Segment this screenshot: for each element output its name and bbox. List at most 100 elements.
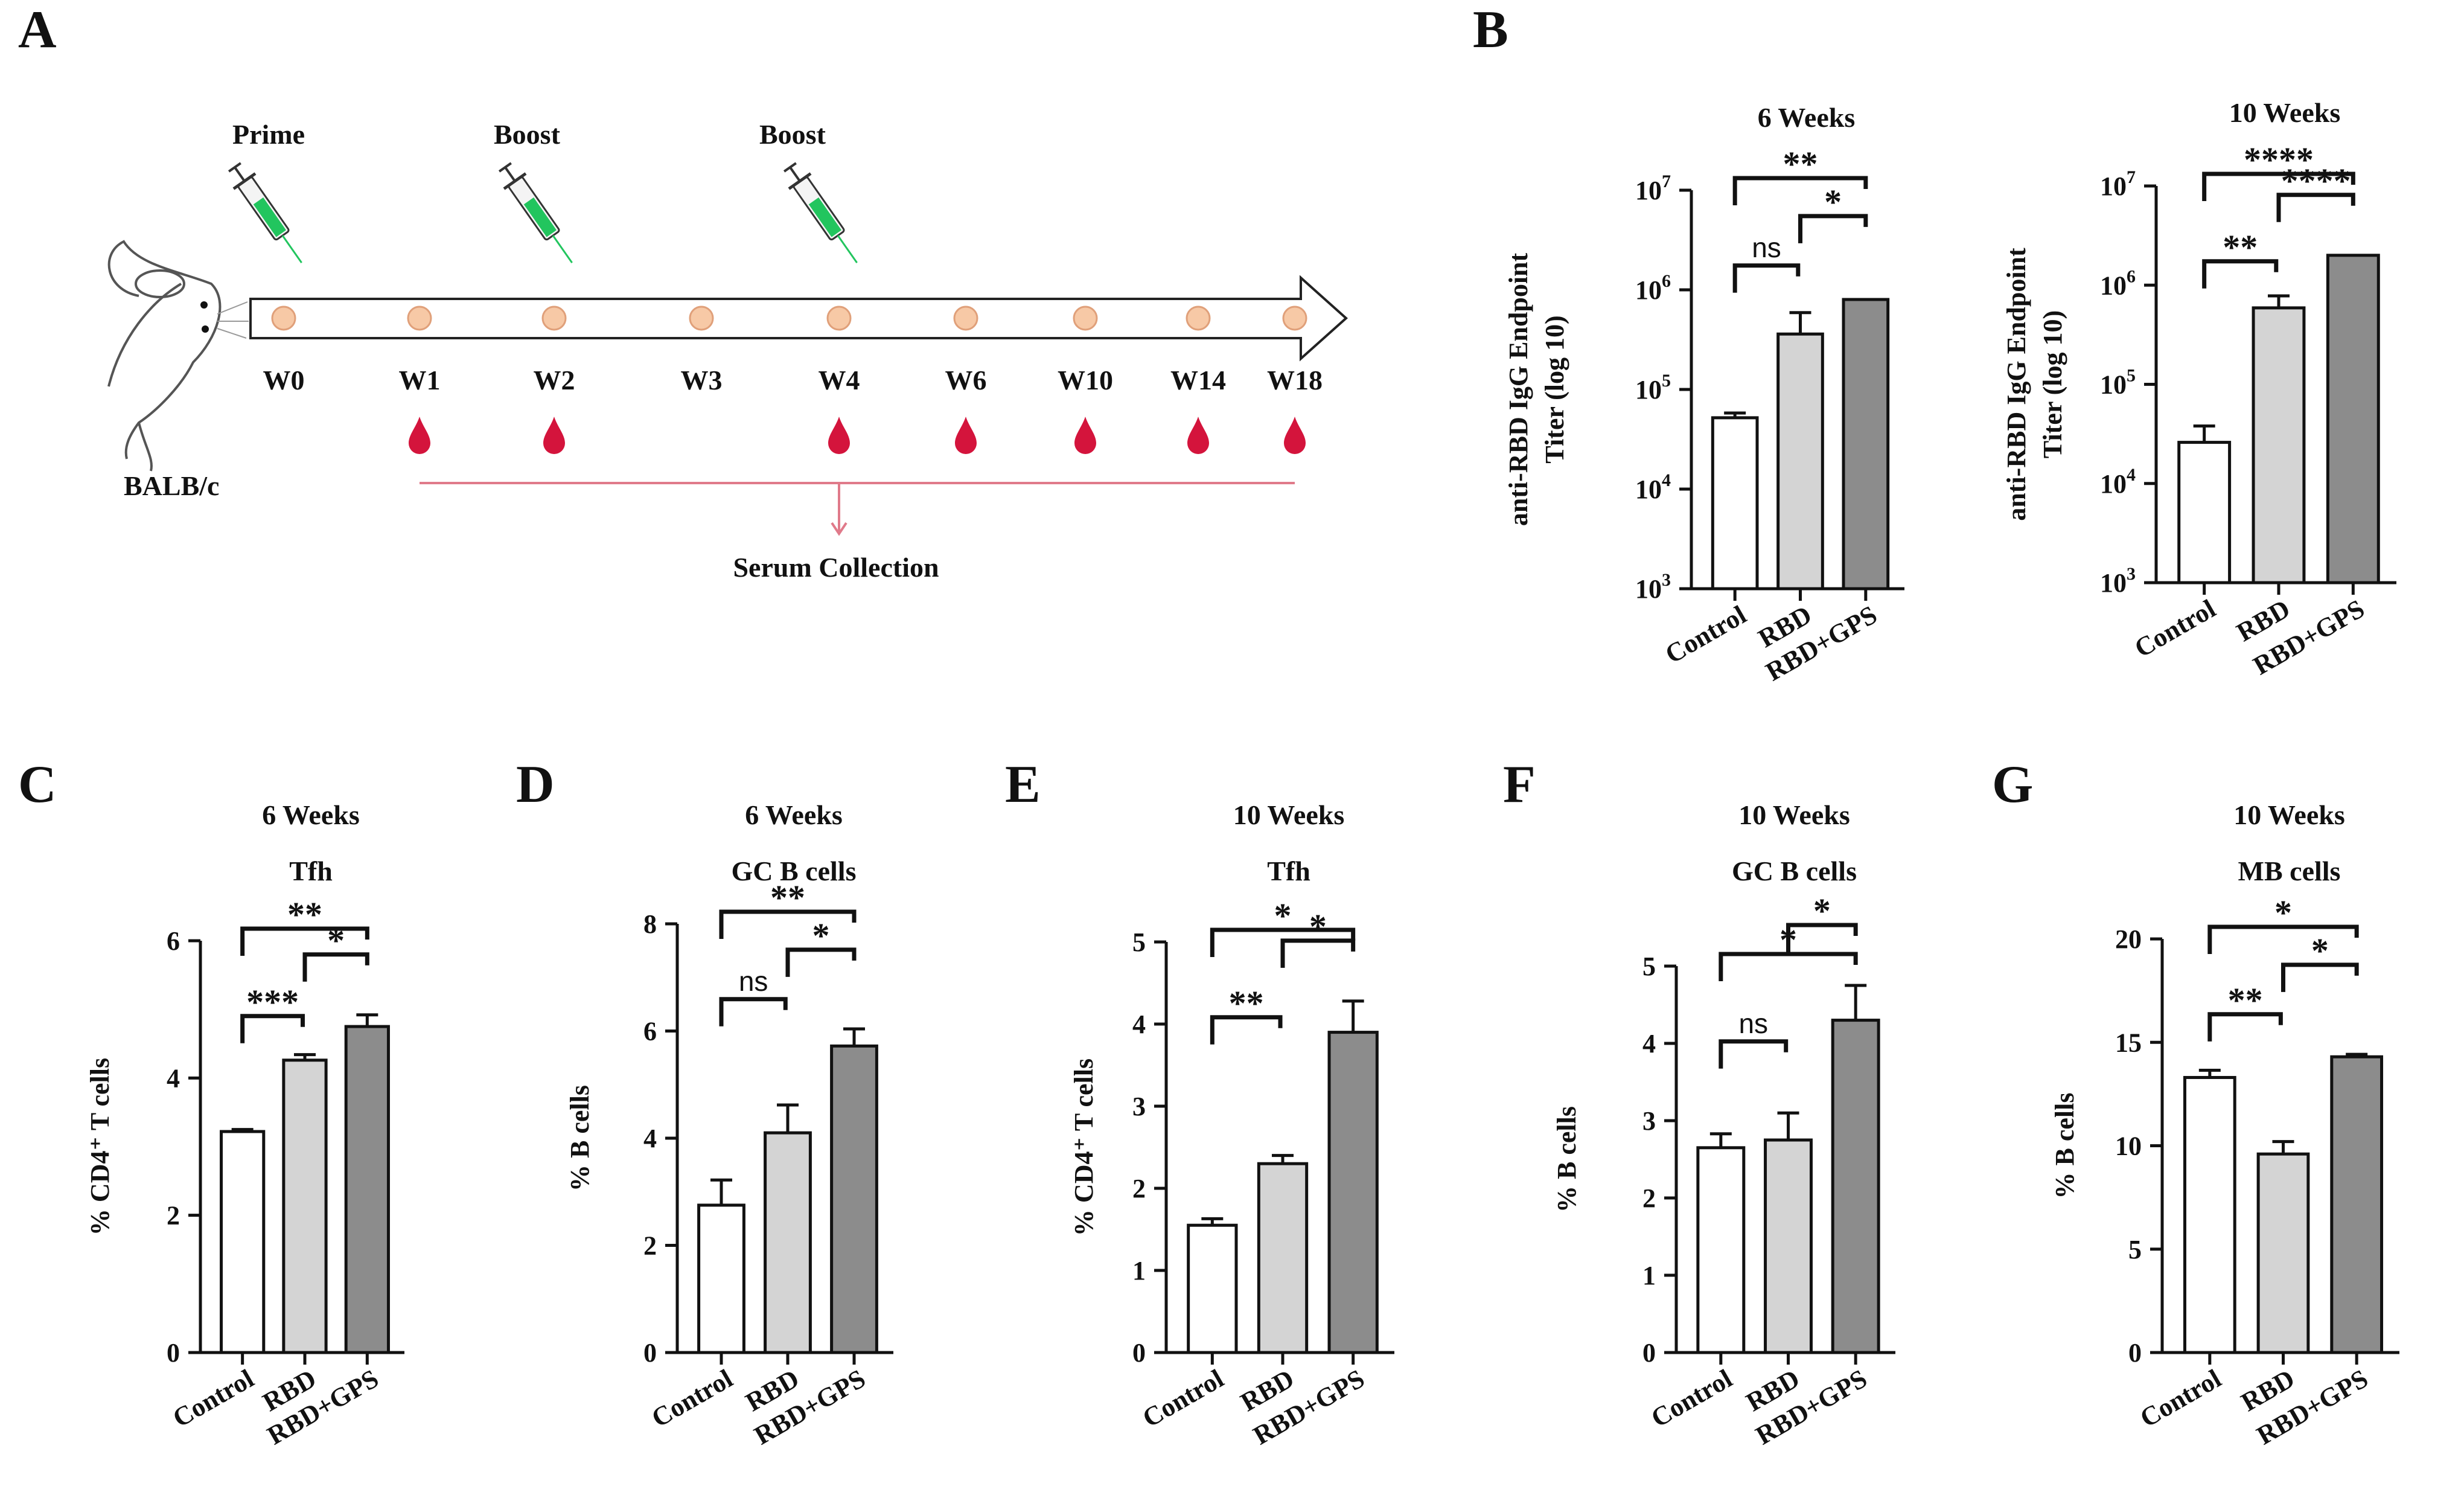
- bar-rbd-gps: [1327, 1031, 1379, 1354]
- y-tick-label: 104: [1635, 470, 1671, 504]
- blood-drop-icon: [1074, 417, 1096, 454]
- timeline-point: [953, 306, 978, 331]
- panel-letter-d: D: [516, 755, 555, 814]
- bar-rbd-gps: [344, 1025, 390, 1354]
- y-tick-label: 5: [1132, 927, 1146, 957]
- syringe-icon: [228, 162, 302, 264]
- bar-rbd: [764, 1131, 812, 1354]
- chart-title: 10 Weeks: [2229, 97, 2340, 128]
- week-label: W2: [534, 365, 575, 395]
- significance-bracket: [719, 909, 857, 939]
- timeline-point: [541, 306, 567, 331]
- y-tick-label: 103: [1635, 570, 1671, 604]
- chart-title: 10 Weeks: [1738, 799, 1850, 830]
- y-axis-label: % B cells: [1552, 1106, 1581, 1212]
- chart-title: 6 Weeks: [1758, 102, 1855, 133]
- y-tick-label: 1: [1132, 1256, 1146, 1286]
- significance-label: *: [2274, 893, 2292, 932]
- week-label: W3: [681, 365, 723, 395]
- significance-label: **: [287, 895, 322, 934]
- timeline-point: [689, 306, 714, 331]
- y-tick-label: 2: [643, 1231, 657, 1261]
- chart-subtitle: Tfh: [1267, 856, 1310, 886]
- y-tick-label: 0: [1642, 1338, 1656, 1368]
- bar-control: [1696, 1146, 1746, 1354]
- y-tick-label: 1: [1642, 1261, 1656, 1290]
- bar-control: [1187, 1223, 1238, 1354]
- blood-drop-icon: [409, 417, 430, 454]
- blood-drop-icon: [828, 417, 850, 454]
- category-label: Control: [168, 1363, 259, 1433]
- significance-bracket: [1719, 1039, 1789, 1069]
- y-axis-label-line2: Titer (log 10): [1540, 315, 1569, 463]
- chart-b-6-weeks: 6 Weeks 103 104 105 106 107 anti-RBD IgG Endpo…: [1504, 102, 1904, 687]
- category-label: Control: [2135, 1363, 2226, 1433]
- y-tick-label: 15: [2115, 1028, 2142, 1057]
- bar-control: [1711, 416, 1759, 591]
- chart-title: 10 Weeks: [1233, 799, 1344, 830]
- y-tick-label: 103: [2100, 564, 2136, 598]
- strain-label: BALB/c: [124, 470, 219, 501]
- panel-letter-e: E: [1005, 755, 1041, 814]
- y-tick-label: 105: [2100, 366, 2136, 400]
- bar-rbd-gps: [2330, 1055, 2384, 1354]
- y-tick-label: 3: [1132, 1092, 1146, 1121]
- significance-label: **: [2223, 228, 2258, 267]
- panel-letter-g: G: [1992, 755, 2033, 814]
- significance-bracket: [2202, 259, 2279, 289]
- significance-label: *: [812, 916, 830, 955]
- significance-label: *: [1813, 891, 1831, 930]
- y-tick-label: 4: [643, 1124, 657, 1153]
- bar-rbd: [2252, 306, 2306, 584]
- week-label: W10: [1058, 365, 1113, 395]
- week-label: W0: [263, 365, 305, 395]
- week-label: W14: [1170, 365, 1226, 395]
- category-label: Control: [1660, 600, 1751, 669]
- significance-label: **: [770, 878, 805, 917]
- timeline-arrow-icon: [249, 275, 1348, 362]
- significance-label: *: [1274, 896, 1292, 935]
- significance-bracket: [719, 997, 788, 1026]
- y-tick-label: 0: [2128, 1338, 2142, 1368]
- y-tick-label: 4: [1642, 1029, 1656, 1058]
- panel-letter-a: A: [18, 1, 57, 59]
- significance-label: **: [1229, 984, 1264, 1023]
- significance-label: *: [1824, 182, 1842, 222]
- significance-bracket: [1210, 927, 1356, 957]
- bar-rbd: [1776, 332, 1824, 591]
- significance-label: ns: [1752, 232, 1781, 263]
- significance-bracket: [1798, 214, 1868, 243]
- y-tick-label: 4: [1132, 1010, 1146, 1039]
- category-label: Control: [1646, 1363, 1737, 1433]
- bar-control: [697, 1203, 745, 1354]
- chart-subtitle: GC B cells: [1732, 856, 1857, 886]
- bar-control: [2177, 441, 2232, 584]
- significance-bracket: [240, 926, 369, 956]
- y-axis-label: anti-RBD IgG Endpoint: [2002, 248, 2031, 521]
- timeline-point: [271, 306, 296, 331]
- y-tick-label: 2: [167, 1201, 180, 1231]
- y-tick-label: 107: [2100, 167, 2136, 201]
- panel-letter-b: B: [1473, 1, 1508, 59]
- blood-drop-icon: [1187, 417, 1209, 454]
- week-label: W18: [1267, 365, 1323, 395]
- y-tick-label: 8: [643, 909, 657, 939]
- boost-label-2: Boost: [759, 119, 826, 150]
- significance-bracket: [1786, 923, 1858, 952]
- y-tick-label: 6: [643, 1017, 657, 1046]
- y-tick-label: 2: [1642, 1183, 1656, 1213]
- significance-label: *: [2311, 931, 2329, 970]
- chart-subtitle: Tfh: [289, 856, 333, 886]
- bar-rbd: [282, 1058, 328, 1354]
- significance-bracket: [1719, 952, 1858, 981]
- significance-bracket: [2202, 171, 2355, 201]
- timeline-point: [407, 306, 432, 331]
- y-axis-label-line2: Titer (log 10): [2038, 310, 2067, 458]
- syringe-icon: [498, 162, 573, 264]
- significance-label: ***: [246, 982, 299, 1022]
- chart-g-mb-cells-10-weeks: 10 Weeks MB cells 0 5 10 15 20 % B cells Control…: [2050, 799, 2399, 1450]
- prime-label: Prime: [232, 119, 305, 150]
- significance-bracket: [2281, 962, 2359, 992]
